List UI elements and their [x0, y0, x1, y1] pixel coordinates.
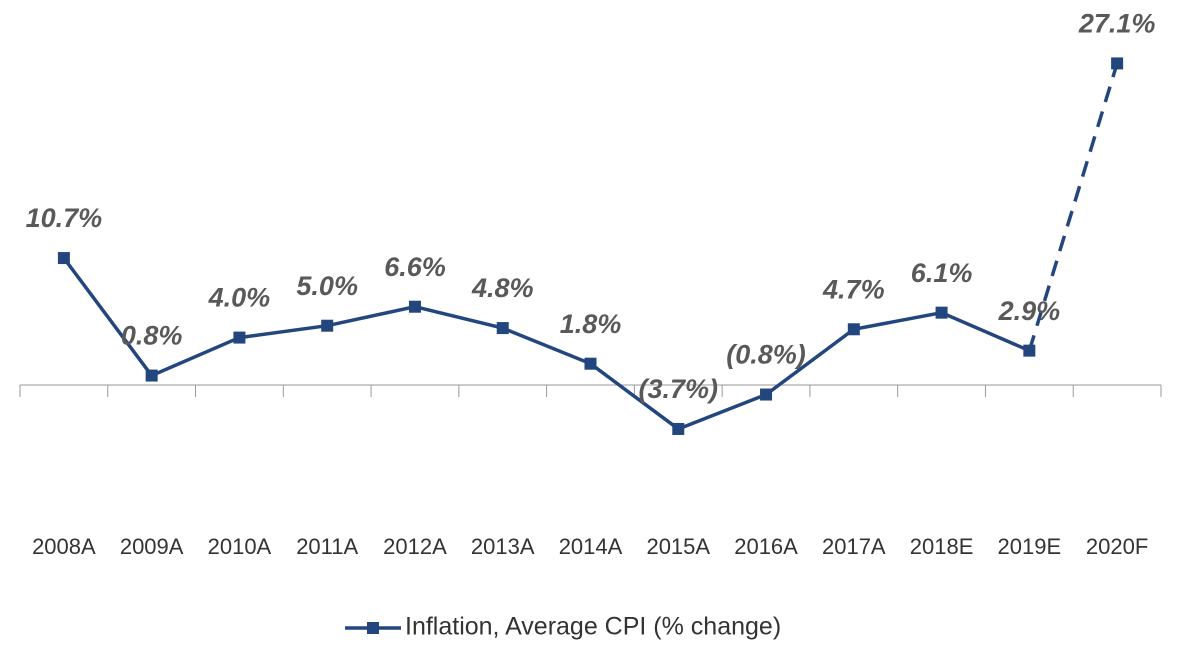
marker	[760, 388, 773, 401]
legend-marker	[367, 622, 379, 634]
data-label: 4.0%	[208, 283, 271, 313]
marker	[584, 357, 597, 370]
legend-label: Inflation, Average CPI (% change)	[405, 613, 781, 641]
data-label: 2.9%	[998, 296, 1061, 326]
marker	[935, 306, 948, 319]
x-tick-label: 2020F	[1086, 534, 1148, 559]
data-label: 6.6%	[384, 252, 446, 282]
marker	[1023, 344, 1036, 357]
x-tick-label: 2008A	[32, 534, 96, 559]
x-tick-label: 2011A	[296, 534, 358, 559]
marker	[321, 319, 334, 332]
marker	[145, 369, 158, 382]
data-label: 0.8%	[121, 321, 183, 351]
data-label: 1.8%	[560, 309, 622, 339]
data-label: 4.8%	[471, 273, 534, 303]
x-tick-label: 2015A	[646, 534, 710, 559]
data-label: (0.8%)	[726, 340, 806, 370]
x-tick-label: 2019E	[998, 534, 1062, 559]
series-line	[62, 257, 1031, 431]
x-tick-label: 2014A	[559, 534, 623, 559]
marker	[408, 300, 421, 313]
marker	[233, 331, 246, 344]
marker	[1111, 57, 1124, 70]
data-label: (3.7%)	[639, 374, 719, 404]
x-tick-label: 2009A	[120, 534, 184, 559]
x-tick-label: 2012A	[383, 534, 447, 559]
marker	[672, 422, 685, 435]
marker	[57, 252, 70, 265]
data-label: 4.7%	[822, 274, 885, 304]
data-label: 10.7%	[26, 203, 103, 233]
x-tick-label: 2018E	[910, 534, 974, 559]
data-label: 27.1%	[1078, 9, 1156, 39]
x-tick-label: 2017A	[822, 534, 886, 559]
data-label: 5.0%	[296, 271, 358, 301]
marker	[496, 322, 509, 335]
x-tick-label: 2013A	[471, 534, 535, 559]
x-tick-label: 2016A	[734, 534, 798, 559]
data-label: 6.1%	[911, 258, 973, 288]
marker	[847, 323, 860, 336]
x-tick-label: 2010A	[208, 534, 272, 559]
